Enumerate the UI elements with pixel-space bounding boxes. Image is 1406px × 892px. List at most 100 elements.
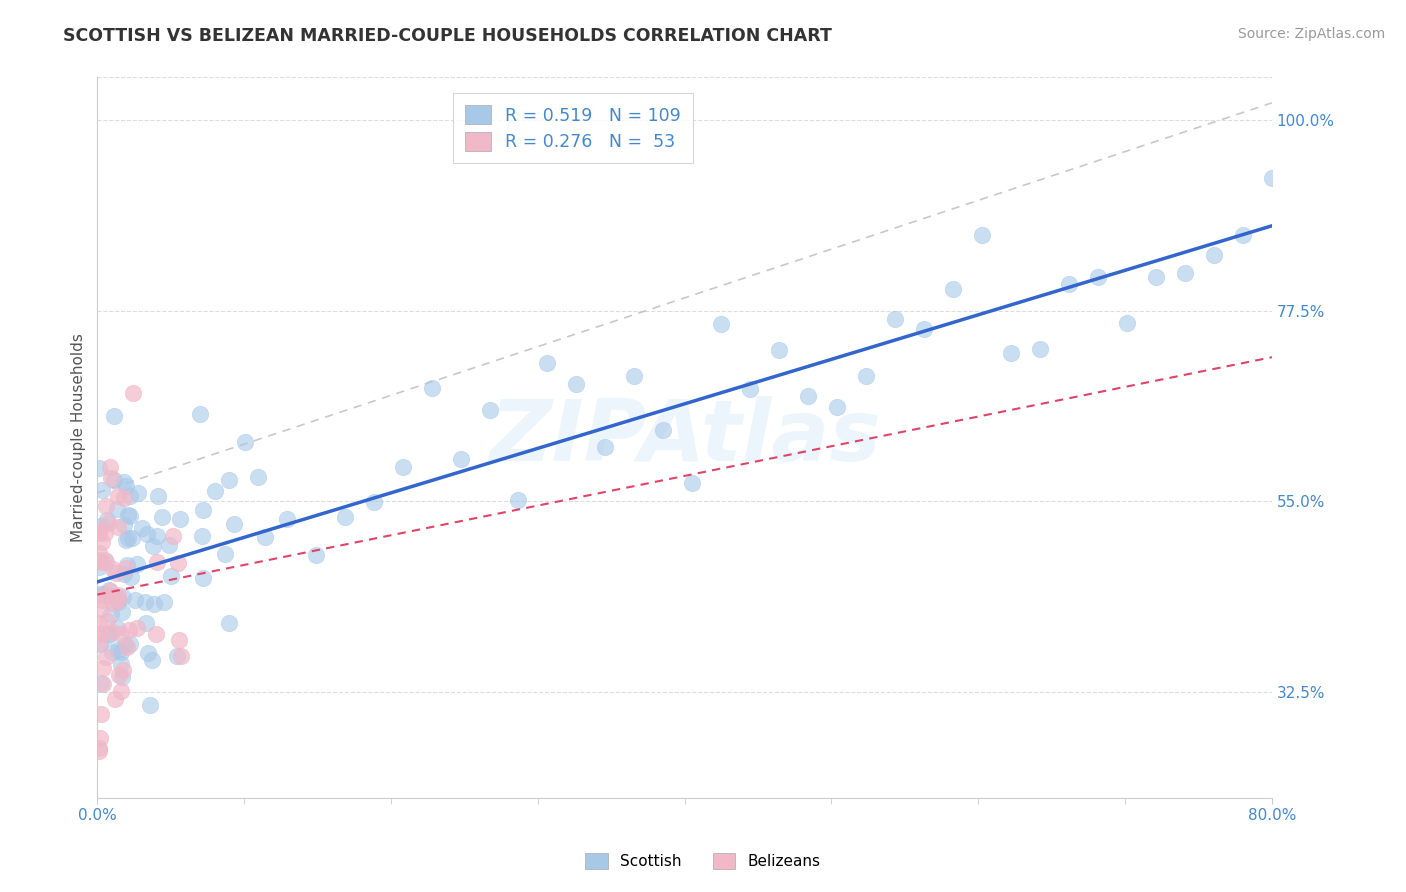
Point xyxy=(94,552,117,566)
Point xyxy=(94,555,117,569)
Point xyxy=(89,586,111,600)
Point xyxy=(94,650,117,665)
Point xyxy=(110,657,132,672)
Point xyxy=(97,516,120,530)
Point xyxy=(87,553,110,567)
Point xyxy=(112,566,135,581)
Point xyxy=(142,540,165,554)
Point xyxy=(191,503,214,517)
Point xyxy=(224,517,246,532)
Point xyxy=(112,664,135,678)
Point xyxy=(112,475,135,489)
Point xyxy=(652,423,675,437)
Point xyxy=(107,489,129,503)
Point xyxy=(98,583,121,598)
Point xyxy=(125,621,148,635)
Point xyxy=(1029,343,1052,357)
Point xyxy=(391,459,413,474)
Point xyxy=(104,691,127,706)
Text: ZIPAtlas: ZIPAtlas xyxy=(489,396,880,479)
Point xyxy=(150,510,173,524)
Point xyxy=(94,588,117,602)
Point xyxy=(740,382,762,396)
Point xyxy=(110,644,132,658)
Point xyxy=(131,521,153,535)
Point xyxy=(89,525,111,540)
Point xyxy=(1000,346,1022,360)
Point xyxy=(90,676,112,690)
Point xyxy=(90,519,112,533)
Point xyxy=(127,486,149,500)
Point xyxy=(110,627,132,641)
Point xyxy=(1232,228,1254,243)
Point xyxy=(117,532,139,546)
Point xyxy=(450,451,472,466)
Point xyxy=(157,538,180,552)
Point xyxy=(124,592,146,607)
Point xyxy=(87,636,110,650)
Point xyxy=(114,638,136,652)
Point xyxy=(104,566,127,581)
Point xyxy=(118,623,141,637)
Point xyxy=(595,440,617,454)
Point xyxy=(333,510,356,524)
Point xyxy=(218,615,240,630)
Point xyxy=(188,407,211,421)
Legend: R = 0.519   N = 109, R = 0.276   N =  53: R = 0.519 N = 109, R = 0.276 N = 53 xyxy=(453,94,693,163)
Point xyxy=(478,403,501,417)
Point xyxy=(169,512,191,526)
Point xyxy=(153,595,176,609)
Point xyxy=(112,491,135,505)
Point xyxy=(94,499,117,513)
Point xyxy=(710,317,733,331)
Point xyxy=(107,668,129,682)
Point xyxy=(87,616,110,631)
Point xyxy=(420,380,443,394)
Point xyxy=(97,627,120,641)
Point xyxy=(276,512,298,526)
Point xyxy=(135,616,157,631)
Point xyxy=(167,632,190,647)
Point xyxy=(89,627,111,641)
Point xyxy=(623,368,645,383)
Point xyxy=(166,557,188,571)
Point xyxy=(1261,171,1284,186)
Point xyxy=(110,684,132,698)
Point xyxy=(363,495,385,509)
Point xyxy=(96,614,118,628)
Point xyxy=(100,645,122,659)
Point xyxy=(98,460,121,475)
Point xyxy=(972,227,994,242)
Point xyxy=(112,518,135,533)
Point xyxy=(122,386,145,401)
Point xyxy=(146,555,169,569)
Point xyxy=(111,670,134,684)
Point xyxy=(89,731,111,745)
Point xyxy=(159,569,181,583)
Point xyxy=(884,312,907,326)
Point xyxy=(1057,277,1080,292)
Point xyxy=(94,526,117,541)
Point xyxy=(107,592,129,607)
Point xyxy=(100,607,122,621)
Point xyxy=(942,282,965,296)
Y-axis label: Married-couple Households: Married-couple Households xyxy=(72,334,86,542)
Point xyxy=(825,400,848,414)
Point xyxy=(90,483,112,497)
Point xyxy=(565,377,588,392)
Point xyxy=(1144,269,1167,284)
Point xyxy=(193,571,215,585)
Point xyxy=(96,513,118,527)
Point xyxy=(768,343,790,358)
Point xyxy=(107,520,129,534)
Point xyxy=(87,546,110,560)
Point xyxy=(139,698,162,712)
Point xyxy=(114,479,136,493)
Point xyxy=(912,322,935,336)
Point xyxy=(162,529,184,543)
Point xyxy=(87,625,110,640)
Point xyxy=(117,508,139,522)
Point xyxy=(681,475,703,490)
Point xyxy=(105,501,128,516)
Point xyxy=(103,596,125,610)
